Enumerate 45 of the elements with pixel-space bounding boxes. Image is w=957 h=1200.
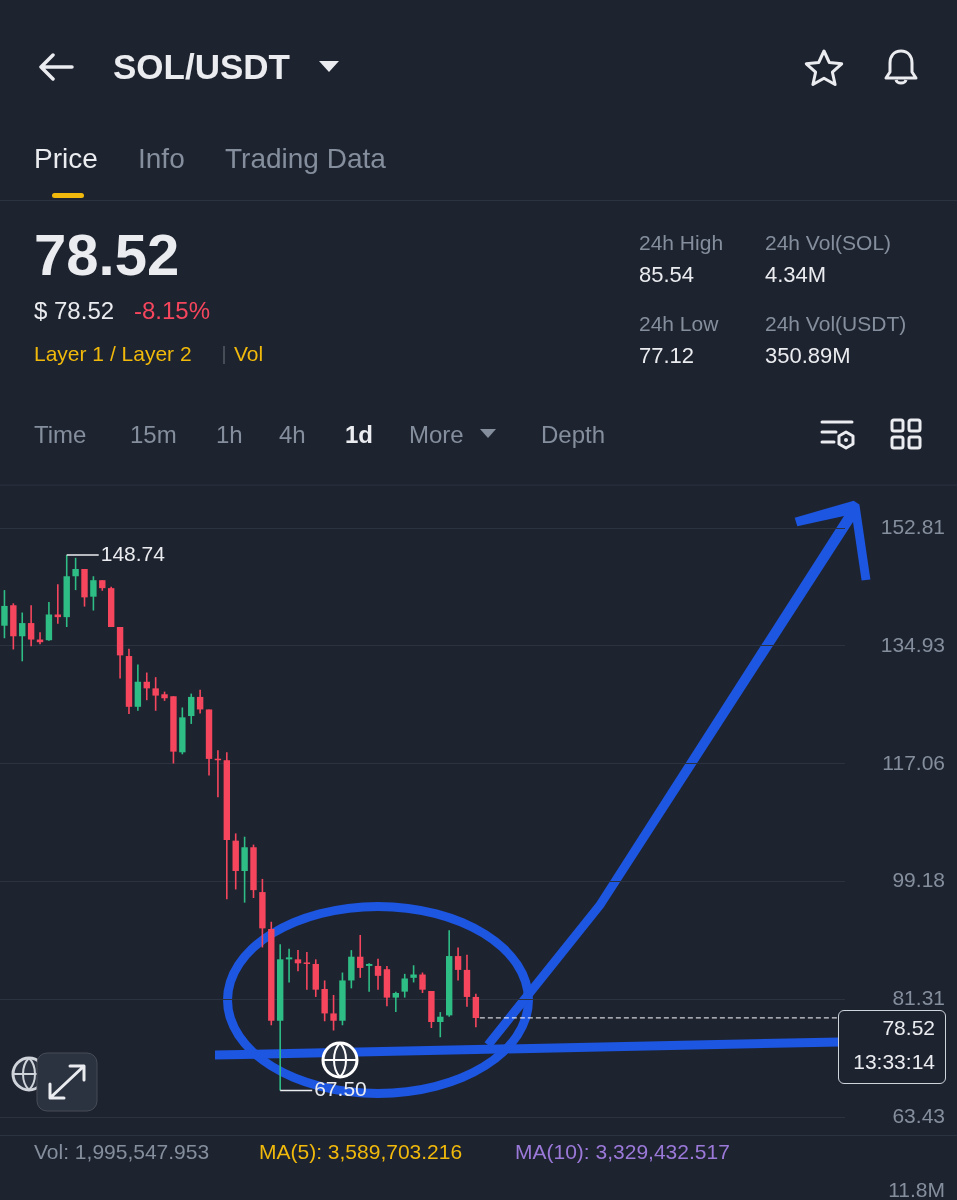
text: 13:33:14: [852, 1048, 936, 1075]
ref-line-label: 78.52: [881, 1014, 936, 1041]
text: Layer 1 / Layer 2: [34, 342, 192, 367]
text: 24h Vol(SOL): [765, 231, 892, 256]
text: Vol: [234, 342, 264, 367]
text: Info: [138, 143, 185, 176]
text: 78.52: [34, 222, 180, 289]
chart-title: SOL/USDT: [113, 47, 290, 88]
text: 11.8M: [888, 1178, 945, 1200]
text: Price: [34, 143, 98, 176]
y-tick-label: 99.18: [892, 868, 945, 892]
text: 4h: [279, 421, 306, 449]
text: MA(5): 3,589,703.216: [259, 1140, 463, 1165]
candlestick: [303, 952, 311, 990]
candlestick: [54, 584, 62, 624]
y-tick-label: 117.06: [882, 750, 945, 774]
candlestick: [294, 950, 302, 972]
candlestick: [285, 948, 293, 983]
text: Trading Data: [225, 143, 386, 176]
candlestick: [357, 934, 364, 978]
text: 350.89M: [765, 343, 851, 369]
text: 15m: [130, 421, 177, 449]
candlestick: [19, 612, 26, 662]
y-tick-label: 152.81: [880, 514, 945, 538]
candlestick: [365, 963, 373, 992]
text: 85.54: [639, 262, 695, 288]
text: -8.15%: [134, 297, 211, 325]
text: 24h High: [639, 231, 724, 256]
text: Depth: [541, 421, 606, 449]
text: 1d: [345, 421, 374, 449]
y-tick-label: 63.43: [892, 1104, 945, 1128]
text: 77.12: [639, 343, 695, 369]
text: 24h Low: [639, 312, 719, 337]
text: 24h Vol(USDT): [765, 312, 907, 337]
text: MA(10): 3,329,432.517: [515, 1140, 730, 1165]
text: $ 78.52: [34, 297, 115, 325]
text: 1h: [216, 421, 243, 449]
text: 4.34M: [765, 262, 827, 288]
annotation: 148.74: [100, 541, 166, 565]
y-tick-label: 134.93: [880, 632, 945, 656]
text: More: [409, 421, 464, 449]
text: Vol: 1,995,547.953: [34, 1140, 210, 1165]
candlestick: [392, 991, 400, 1013]
y-tick-label: 81.31: [892, 986, 945, 1010]
text: Time: [34, 421, 87, 449]
